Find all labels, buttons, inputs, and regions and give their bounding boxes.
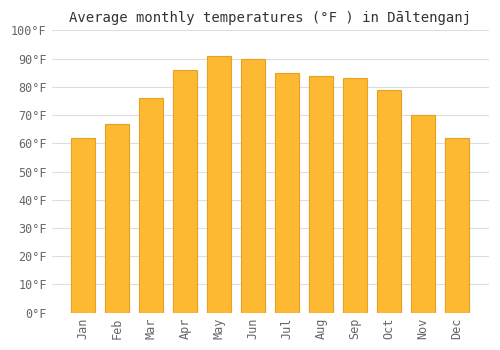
- Bar: [344, 78, 367, 313]
- Bar: [276, 73, 299, 313]
- Bar: [412, 115, 435, 313]
- Bar: [106, 124, 129, 313]
- Bar: [72, 138, 96, 313]
- Bar: [174, 70, 197, 313]
- Bar: [445, 138, 469, 313]
- Bar: [208, 56, 231, 313]
- Bar: [140, 98, 163, 313]
- Title: Average monthly temperatures (°F ) in Dāltenganj: Average monthly temperatures (°F ) in Dā…: [69, 11, 471, 25]
- Bar: [242, 59, 265, 313]
- Bar: [378, 90, 401, 313]
- Bar: [310, 76, 333, 313]
